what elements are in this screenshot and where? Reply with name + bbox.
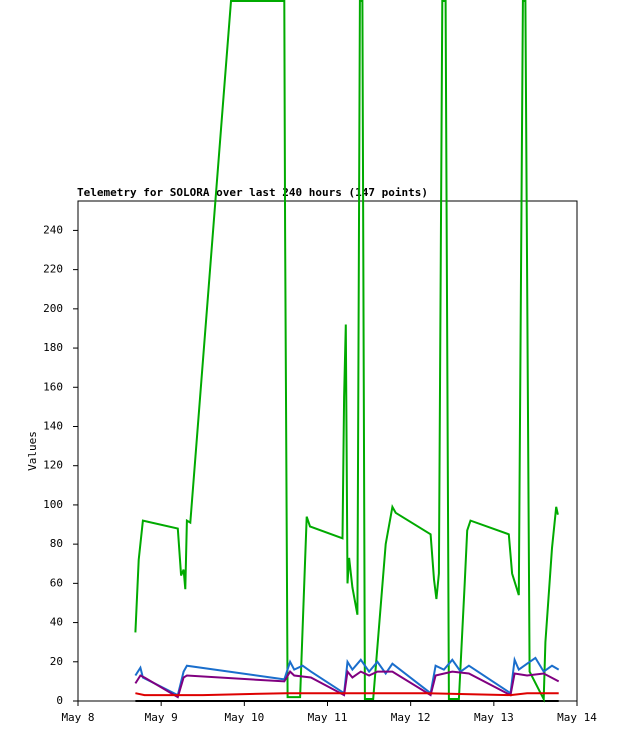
y-tick-label: 40 — [50, 616, 63, 629]
x-tick-label: May 12 — [391, 711, 431, 724]
y-axis-label: Values — [26, 431, 39, 471]
x-tick-label: May 8 — [61, 711, 94, 724]
series-line — [134, 669, 560, 699]
x-tick-label: May 11 — [308, 711, 348, 724]
chart-title: Telemetry for SOLORA over last 240 hours… — [77, 186, 428, 199]
x-tick-label: May 9 — [145, 711, 178, 724]
y-tick-label: 140 — [43, 419, 63, 432]
y-tick-label: 20 — [50, 655, 63, 668]
y-tick-label: 80 — [50, 537, 63, 550]
y-tick-label: 240 — [43, 223, 63, 236]
series-line — [134, 655, 560, 697]
y-tick-label: 60 — [50, 576, 63, 589]
y-tick-label: 200 — [43, 302, 63, 315]
series-line — [134, 0, 559, 703]
y-tick-label: 100 — [43, 498, 63, 511]
plot-frame — [77, 200, 578, 702]
x-tick-label: May 14 — [557, 711, 597, 724]
y-tick-label: 220 — [43, 263, 63, 276]
x-tick-label: May 13 — [474, 711, 514, 724]
y-tick-label: 120 — [43, 459, 63, 472]
series-line — [135, 692, 559, 697]
y-tick-label: 180 — [43, 341, 63, 354]
x-tick-label: May 10 — [224, 711, 264, 724]
y-tick-label: 160 — [43, 380, 63, 393]
y-tick-label: 0 — [56, 694, 63, 707]
